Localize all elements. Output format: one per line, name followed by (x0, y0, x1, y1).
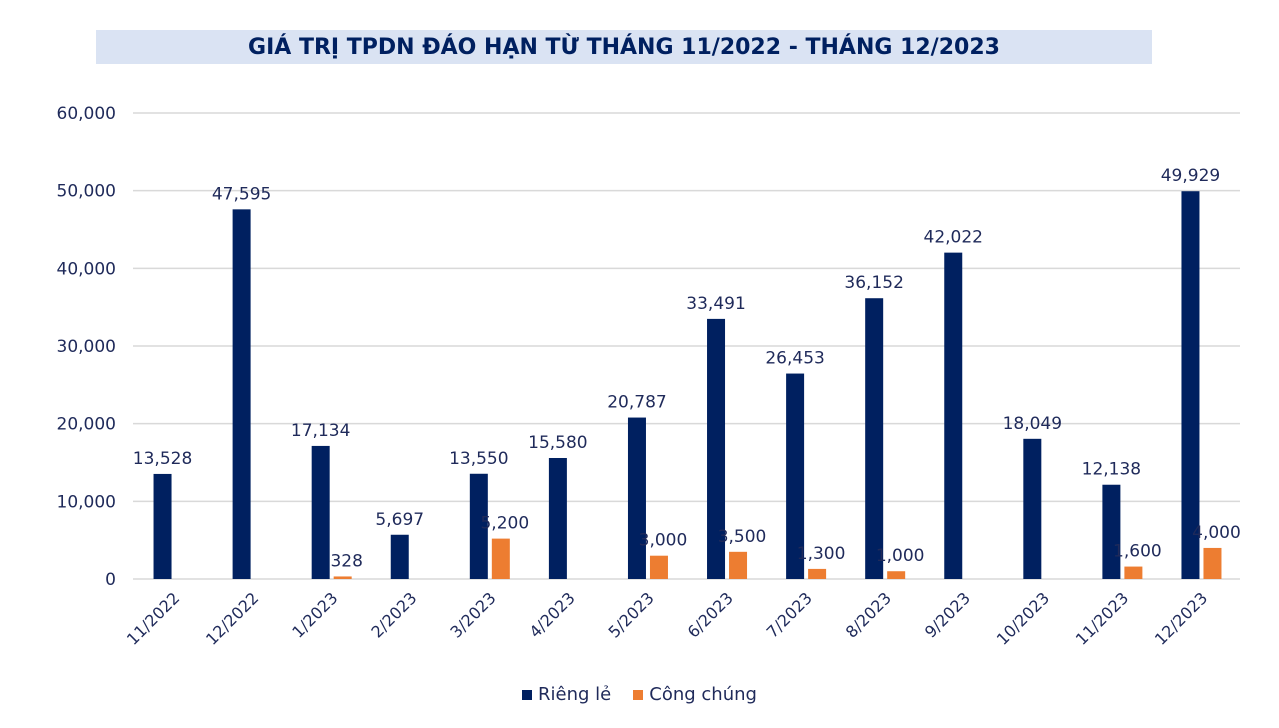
data-label: 1,000 (876, 546, 925, 566)
data-label: 15,580 (528, 433, 587, 453)
x-tick-label: 6/2023 (684, 588, 737, 641)
data-label: 3,000 (639, 531, 688, 551)
legend-label: Công chúng (649, 684, 757, 705)
x-tick-label: 12/2023 (1151, 588, 1211, 648)
legend-swatch-orange (633, 689, 644, 700)
data-label: 17,134 (291, 421, 350, 441)
x-tick-label: 8/2023 (842, 588, 895, 641)
data-label: 26,453 (765, 349, 824, 369)
bar-cong-chung (1124, 566, 1143, 579)
x-tick-label: 10/2023 (993, 588, 1053, 648)
x-tick-label: 4/2023 (525, 588, 578, 641)
legend-label: Riêng lẻ (538, 684, 612, 705)
bar-rieng-le (390, 534, 409, 579)
bar-cong-chung (808, 568, 827, 579)
bar-cong-chung (729, 551, 748, 579)
bar-rieng-le (232, 209, 251, 579)
x-tick-label: 2/2023 (367, 588, 420, 641)
bar-cong-chung (649, 555, 668, 579)
data-label: 47,595 (212, 184, 271, 204)
legend-swatch-navy (522, 689, 533, 700)
y-tick-label: 10,000 (57, 492, 116, 512)
y-tick-label: 30,000 (57, 337, 116, 357)
data-label: 1,300 (797, 544, 846, 564)
bar-rieng-le (548, 457, 567, 579)
data-label: 20,787 (607, 393, 666, 413)
data-label: 18,049 (1003, 414, 1062, 434)
x-tick-label: 9/2023 (921, 588, 974, 641)
y-tick-label: 20,000 (57, 415, 116, 435)
bar-rieng-le (469, 473, 488, 579)
data-label: 49,929 (1161, 166, 1220, 186)
data-label: 12,138 (1082, 460, 1141, 480)
data-label: 5,200 (480, 514, 529, 534)
data-label: 36,152 (844, 273, 903, 293)
bar-cong-chung (1203, 547, 1222, 579)
bar-rieng-le (944, 252, 963, 579)
bar-cong-chung (887, 571, 906, 579)
legend: Riêng lẻ Công chúng (0, 684, 1279, 705)
data-label: 3,500 (718, 527, 767, 547)
bar-rieng-le (1102, 484, 1121, 579)
bar-rieng-le (153, 473, 172, 579)
bar-rieng-le (311, 445, 330, 579)
x-tick-label: 7/2023 (763, 588, 816, 641)
bar-rieng-le (865, 298, 884, 579)
bar-rieng-le (786, 373, 805, 579)
y-tick-label: 40,000 (57, 259, 116, 279)
bar-rieng-le (627, 417, 646, 579)
bar-rieng-le (1181, 191, 1200, 580)
x-tick-label: 3/2023 (446, 588, 499, 641)
data-label: 13,528 (133, 449, 192, 469)
x-tick-label: 12/2022 (202, 588, 262, 648)
bar-cong-chung (333, 576, 352, 579)
y-tick-label: 60,000 (57, 104, 116, 124)
legend-item-cong-chung: Công chúng (633, 684, 757, 705)
y-tick-label: 0 (105, 570, 116, 590)
bar-cong-chung (491, 538, 510, 579)
x-tick-label: 1/2023 (288, 588, 341, 641)
bar-rieng-le (707, 318, 726, 579)
chart-title-band: GIÁ TRỊ TPDN ĐÁO HẠN TỪ THÁNG 11/2022 - … (96, 30, 1152, 64)
data-label: 5,697 (375, 510, 424, 530)
data-label: 328 (330, 551, 362, 571)
x-tick-label: 11/2022 (123, 588, 183, 648)
y-tick-label: 50,000 (57, 182, 116, 202)
data-label: 13,550 (449, 449, 508, 469)
x-tick-label: 5/2023 (605, 588, 658, 641)
data-label: 1,600 (1113, 542, 1162, 562)
legend-item-rieng-le: Riêng lẻ (522, 684, 611, 705)
data-label: 4,000 (1192, 523, 1241, 543)
x-tick-label: 11/2023 (1072, 588, 1132, 648)
chart-title: GIÁ TRỊ TPDN ĐÁO HẠN TỪ THÁNG 11/2022 - … (248, 34, 1000, 60)
data-label: 33,491 (686, 294, 745, 314)
bar-rieng-le (1023, 438, 1042, 579)
data-label: 42,022 (924, 228, 983, 248)
